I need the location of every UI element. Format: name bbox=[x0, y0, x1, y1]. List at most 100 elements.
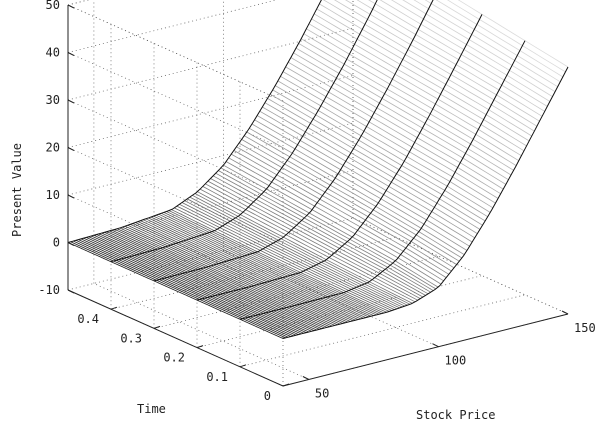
mesh-line bbox=[244, 135, 460, 262]
z-tick-label: 40 bbox=[46, 46, 60, 60]
grid-line bbox=[67, 194, 284, 292]
mesh-line bbox=[275, 85, 491, 213]
mesh-line bbox=[311, 18, 527, 147]
mesh-line bbox=[194, 193, 411, 305]
mesh-line bbox=[150, 216, 367, 318]
z-tick-label: -10 bbox=[38, 283, 60, 297]
mesh-line bbox=[148, 217, 364, 319]
mesh-line bbox=[137, 221, 354, 322]
mesh-line bbox=[132, 223, 348, 323]
mesh-line bbox=[280, 75, 496, 204]
grid-line bbox=[67, 27, 354, 101]
mesh-line bbox=[306, 28, 522, 157]
mesh-line bbox=[163, 212, 380, 315]
grid-line bbox=[67, 122, 354, 196]
y-tick-label: 0.2 bbox=[163, 351, 185, 365]
time-curve bbox=[153, 0, 434, 282]
time-curve bbox=[239, 40, 526, 320]
grid-line bbox=[153, 256, 440, 329]
mesh-line bbox=[70, 241, 286, 339]
box-edge bbox=[67, 4, 284, 102]
time-curve bbox=[282, 66, 569, 339]
y-tick bbox=[282, 383, 290, 387]
grid-line bbox=[67, 170, 354, 243]
axes bbox=[67, 4, 569, 387]
mesh-line bbox=[93, 234, 310, 333]
mesh-line bbox=[205, 183, 421, 299]
mesh-line bbox=[119, 227, 335, 326]
mesh-line bbox=[207, 180, 424, 298]
x-tick-label: 150 bbox=[574, 321, 596, 335]
mesh-line bbox=[223, 164, 439, 288]
y-tick-label: 0.4 bbox=[77, 312, 99, 326]
z-tick bbox=[67, 147, 75, 151]
mesh-line bbox=[145, 218, 361, 320]
y-tick bbox=[110, 306, 118, 310]
mesh-line bbox=[298, 43, 514, 171]
mesh-line bbox=[457, 0, 569, 68]
mesh-line bbox=[316, 8, 532, 137]
y-tick-label: 0 bbox=[264, 389, 271, 403]
mesh-line bbox=[238, 142, 455, 269]
y-axis bbox=[67, 289, 284, 387]
mesh-line bbox=[109, 230, 325, 329]
grid-line bbox=[239, 294, 526, 368]
mesh-line bbox=[215, 172, 431, 293]
mesh-line bbox=[287, 61, 504, 190]
mesh-line bbox=[277, 80, 494, 209]
mesh-line bbox=[267, 98, 483, 226]
z-tick bbox=[67, 4, 75, 9]
mesh-line bbox=[262, 106, 478, 234]
mesh-line bbox=[199, 188, 416, 303]
mesh-line bbox=[446, 0, 566, 73]
mesh-line bbox=[282, 71, 499, 199]
z-tick-label: 10 bbox=[46, 188, 60, 202]
mesh-line bbox=[313, 13, 530, 142]
grid-line bbox=[67, 52, 284, 149]
tick-labels: -10 0 10 20 30 40 50 0 0.1 0.2 0.3 0.4 50 100 150 bbox=[38, 0, 595, 403]
mesh-line bbox=[218, 170, 434, 291]
mesh-line bbox=[322, 0, 538, 127]
mesh-line bbox=[96, 234, 312, 332]
x-tick-label: 100 bbox=[445, 354, 467, 368]
mesh-line bbox=[368, 0, 548, 107]
mesh-line bbox=[272, 89, 488, 218]
mesh-line bbox=[435, 0, 564, 78]
mesh-line bbox=[390, 0, 553, 97]
mesh-line bbox=[285, 66, 501, 195]
mesh-line bbox=[269, 93, 486, 222]
z-tick bbox=[67, 52, 75, 56]
mesh-line bbox=[379, 0, 551, 102]
mesh-line bbox=[98, 233, 315, 331]
mesh-line bbox=[168, 210, 385, 314]
x-tick-label: 50 bbox=[315, 387, 329, 401]
z-tick bbox=[67, 99, 75, 104]
mesh-line bbox=[67, 242, 284, 339]
mesh-line bbox=[117, 228, 333, 327]
mesh-line bbox=[231, 153, 447, 278]
mesh-line bbox=[101, 232, 317, 331]
mesh-line bbox=[290, 57, 507, 185]
mesh-line bbox=[259, 110, 475, 239]
x-tick bbox=[302, 376, 310, 380]
z-tick-label: 30 bbox=[46, 93, 60, 107]
grid-line bbox=[67, 0, 278, 53]
grid bbox=[67, 0, 569, 387]
grid-line bbox=[93, 283, 310, 380]
grid-line bbox=[196, 275, 483, 348]
mesh-line bbox=[246, 131, 463, 259]
mesh-line bbox=[225, 161, 442, 285]
mesh-line bbox=[114, 229, 330, 328]
y-tick-label: 0.1 bbox=[206, 370, 228, 384]
mesh-line bbox=[122, 226, 338, 326]
mesh-line bbox=[202, 186, 418, 301]
z-tick-label: 50 bbox=[46, 0, 60, 12]
mesh-line bbox=[345, 0, 543, 117]
z-tick bbox=[67, 289, 75, 294]
time-curve bbox=[196, 14, 483, 301]
time-curve bbox=[110, 0, 378, 263]
mesh-line bbox=[181, 202, 398, 310]
mesh-line bbox=[334, 0, 540, 122]
